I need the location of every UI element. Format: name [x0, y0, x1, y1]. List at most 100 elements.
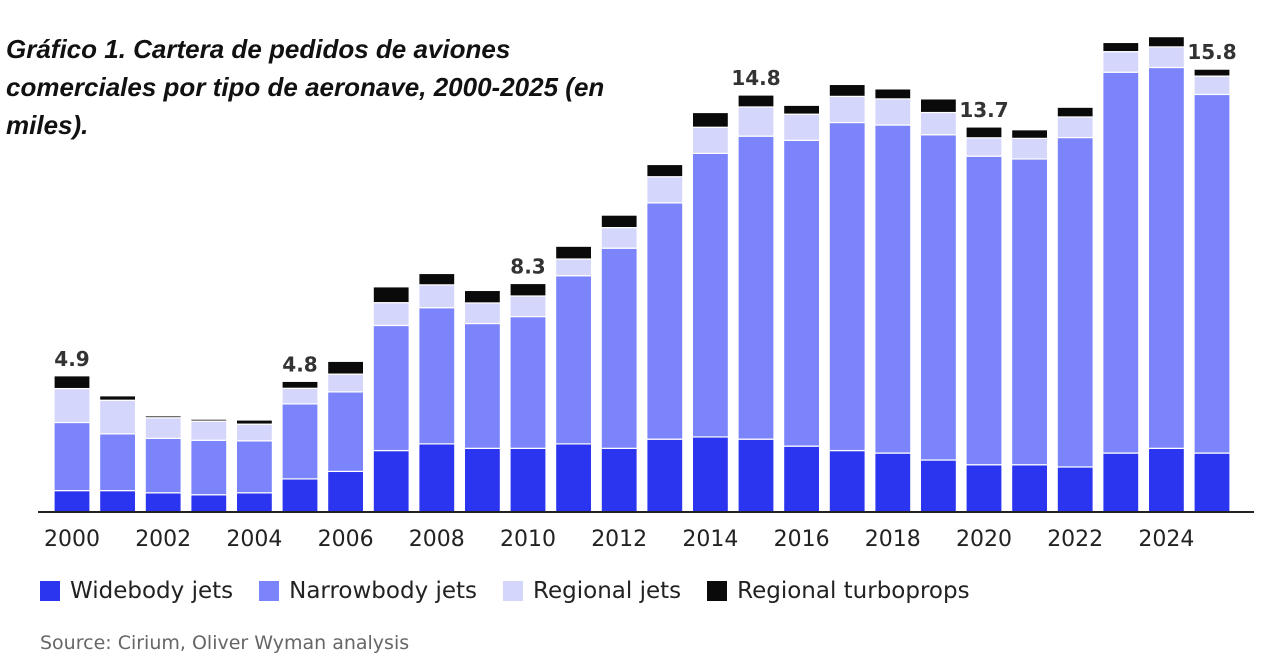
bar-segment-regional-turboprops-2007: [372, 286, 410, 304]
bar-segment-narrowbody-2018: [874, 124, 912, 454]
chart-legend: Widebody jets Narrowbody jets Regional j…: [40, 578, 996, 604]
bar-segment-widebody-2009: [463, 447, 501, 513]
bar-segment-widebody-2017: [828, 449, 866, 513]
x-tick-label-2012: 2012: [591, 527, 647, 552]
bar-segment-regional-jets-2006: [327, 373, 365, 393]
bar-segment-narrowbody-2015: [737, 135, 775, 440]
total-label-2025: 15.8: [1187, 40, 1236, 64]
bar-segment-regional-turboprops-2022: [1056, 106, 1094, 118]
bar-segment-regional-jets-2021: [1010, 137, 1049, 160]
bar-segment-regional-turboprops-2003: [190, 418, 228, 422]
bar-segment-regional-jets-2008: [418, 284, 456, 309]
legend-item-widebody: Widebody jets: [40, 578, 233, 604]
x-tick-label-2006: 2006: [318, 527, 374, 552]
x-tick-label-2008: 2008: [409, 527, 465, 552]
bar-segment-narrowbody-2016: [782, 139, 821, 447]
bar-segment-widebody-2020: [965, 464, 1003, 513]
legend-label-regional-jets: Regional jets: [533, 578, 682, 604]
total-label-2020: 13.7: [959, 98, 1008, 122]
bar-segment-regional-turboprops-2025: [1193, 68, 1231, 77]
bar-segment-regional-turboprops-2012: [600, 214, 638, 229]
x-tick-label-2024: 2024: [1138, 527, 1194, 552]
legend-swatch-regional-turboprops: [707, 581, 728, 601]
x-tick-label-2020: 2020: [956, 527, 1012, 552]
bar-segment-regional-jets-2011: [554, 258, 593, 277]
bar-segment-widebody-2005: [281, 478, 319, 513]
legend-label-widebody: Widebody jets: [70, 578, 234, 604]
x-tick-label-2018: 2018: [865, 527, 921, 552]
bar-segment-narrowbody-2012: [600, 247, 638, 449]
x-tick-label-2022: 2022: [1047, 527, 1103, 552]
bar-segment-regional-jets-2013: [646, 176, 684, 204]
legend-label-regional-turboprops: Regional turboprops: [737, 578, 970, 604]
bar-segment-regional-turboprops-2004: [235, 419, 273, 425]
bar-segment-narrowbody-2022: [1056, 136, 1094, 468]
bar-segment-regional-jets-2002: [144, 417, 182, 439]
legend-item-regional-turboprops: Regional turboprops: [707, 578, 970, 604]
x-tick-label-2000: 2000: [44, 527, 100, 552]
bar-segment-regional-turboprops-2013: [646, 163, 684, 178]
bar-segment-regional-jets-2014: [691, 126, 730, 154]
bar-segment-regional-turboprops-2016: [782, 104, 821, 115]
bar-segment-regional-turboprops-2006: [327, 360, 365, 375]
bar-segment-regional-jets-2012: [600, 227, 638, 249]
bar-segment-widebody-2011: [554, 443, 593, 513]
bar-segment-regional-jets-2019: [919, 111, 958, 136]
bar-segment-regional-jets-2005: [281, 387, 319, 405]
bar-segment-widebody-2008: [418, 443, 456, 513]
bar-segment-widebody-2000: [53, 489, 91, 513]
bar-segment-widebody-2001: [98, 489, 137, 513]
x-tick-label-2016: 2016: [774, 527, 830, 552]
bar-segment-widebody-2019: [919, 459, 958, 513]
bar-segment-regional-turboprops-2011: [554, 245, 593, 260]
bar-segment-regional-turboprops-2021: [1010, 129, 1049, 139]
bar-segment-narrowbody-2023: [1102, 71, 1140, 454]
bar-segment-widebody-2024: [1147, 447, 1186, 513]
bar-segment-narrowbody-2011: [554, 275, 593, 445]
bar-segment-regional-turboprops-2001: [98, 395, 137, 401]
x-tick-label-2002: 2002: [135, 527, 191, 552]
bar-segment-narrowbody-2007: [372, 324, 410, 452]
bar-segment-regional-turboprops-2008: [418, 272, 456, 286]
bar-segment-widebody-2003: [190, 494, 228, 513]
bar-segment-regional-turboprops-2017: [828, 83, 866, 97]
bar-segment-narrowbody-2019: [919, 134, 958, 461]
bar-segment-narrowbody-2008: [418, 307, 456, 445]
bar-segment-widebody-2014: [691, 436, 730, 513]
bar-segment-regional-jets-2009: [463, 302, 501, 325]
bar-segment-narrowbody-2001: [98, 433, 137, 492]
bar-segment-narrowbody-2014: [691, 152, 730, 438]
bar-segment-narrowbody-2013: [646, 202, 684, 440]
bar-segment-narrowbody-2000: [53, 421, 91, 492]
x-tick-label-2004: 2004: [226, 527, 282, 552]
bar-segment-widebody-2021: [1010, 464, 1049, 513]
bar-segment-widebody-2006: [327, 470, 365, 513]
bar-segment-regional-jets-2015: [737, 106, 775, 137]
legend-item-regional-jets: Regional jets: [503, 578, 681, 604]
bar-segment-regional-jets-2018: [874, 98, 912, 126]
source-note: Source: Cirium, Oliver Wyman analysis: [40, 632, 410, 654]
bar-segment-widebody-2013: [646, 438, 684, 513]
bar-segment-widebody-2012: [600, 447, 638, 513]
chart-title: Gráfico 1. Cartera de pedidos de aviones…: [6, 34, 605, 140]
bar-segment-narrowbody-2006: [327, 391, 365, 473]
legend-item-narrowbody: Narrowbody jets: [259, 578, 477, 604]
bar-segment-narrowbody-2004: [235, 440, 273, 494]
bar-segment-widebody-2025: [1193, 452, 1231, 513]
bar-segment-narrowbody-2017: [828, 121, 866, 452]
bar-segment-regional-turboprops-2015: [737, 94, 775, 108]
bar-segment-regional-jets-2003: [190, 420, 228, 441]
stacked-bar-chart: 4.9 4.8 8.3 14.8 13.7 15.8 2000 2002 2004 2006 200…: [38, 36, 1254, 552]
bar-segment-widebody-2010: [509, 447, 547, 513]
bar-segment-regional-jets-2010: [509, 295, 547, 318]
bar-segment-widebody-2018: [874, 452, 912, 513]
x-tick-label-2010: 2010: [500, 527, 556, 552]
bar-segment-regional-turboprops-2009: [463, 289, 501, 304]
bar-segment-regional-jets-2000: [53, 387, 91, 424]
legend-swatch-widebody: [40, 581, 60, 601]
bar-segment-narrowbody-2020: [965, 155, 1003, 466]
bar-segment-regional-turboprops-2002: [144, 415, 182, 419]
x-tick-label-2014: 2014: [682, 527, 738, 552]
bar-segment-regional-turboprops-2000: [53, 375, 91, 390]
bar-segment-regional-jets-2004: [235, 423, 273, 442]
